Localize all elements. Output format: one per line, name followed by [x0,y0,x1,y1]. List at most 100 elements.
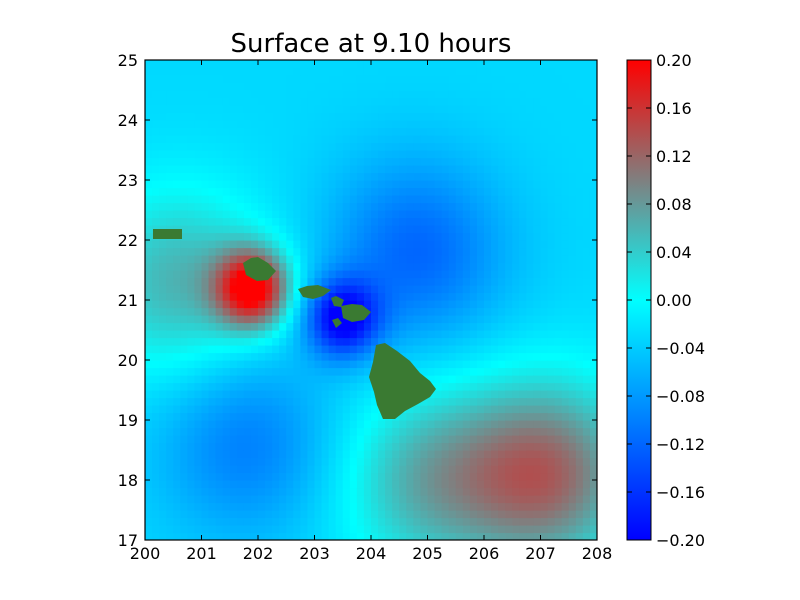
heatmap-cell [547,67,556,76]
heatmap-cell [498,412,506,421]
heatmap-cell [208,150,217,159]
heatmap-cell [413,412,422,421]
heatmap-cell [427,495,436,504]
heatmap-cell [554,322,563,331]
heatmap-cell [568,142,577,151]
heatmap-cell [427,322,436,331]
heatmap-cell [498,97,506,106]
heatmap-cell [215,450,224,459]
heatmap-cell [356,172,365,181]
heatmap-cell [547,90,556,99]
heatmap-cell [250,120,259,129]
heatmap-cell [582,285,591,294]
heatmap-cell [484,135,492,144]
heatmap-cell [392,180,400,189]
heatmap-cell [547,217,556,226]
heatmap-cell [286,262,294,271]
heatmap-cell [243,300,252,309]
heatmap-cell [371,240,379,249]
heatmap-cell [554,420,563,429]
heatmap-cell [378,472,386,481]
heatmap-cell [420,127,429,136]
heatmap-cell [201,67,210,76]
heatmap-cell [533,382,542,391]
heatmap-cell [307,420,316,429]
heatmap-cell [519,360,527,369]
heatmap-cell [145,442,153,451]
heatmap-cell [434,112,443,121]
heatmap-cell [286,165,294,174]
heatmap-cell [575,247,584,256]
heatmap-cell [152,525,160,534]
heatmap-cell [300,255,309,264]
heatmap-cell [378,90,386,99]
heatmap-cell [441,337,450,346]
heatmap-cell [265,285,273,294]
heatmap-cell [307,405,316,414]
heatmap-cell [469,262,478,271]
heatmap-cell [279,247,287,256]
heatmap-cell [201,367,210,376]
heatmap-cell [512,487,520,496]
heatmap-cell [385,330,393,339]
heatmap-cell [512,345,520,354]
heatmap-cell [356,120,365,129]
heatmap-cell [187,90,196,99]
heatmap-cell [462,202,471,211]
heatmap-cell [222,397,231,406]
heatmap-cell [201,390,210,399]
heatmap-cell [399,435,407,444]
heatmap-cell [236,382,245,391]
heatmap-cell [434,157,443,166]
heatmap-cell [180,172,188,181]
heatmap-cell [385,202,393,211]
heatmap-cell [378,112,386,121]
heatmap-cell [265,397,273,406]
heatmap-cell [582,345,591,354]
heatmap-cell [356,532,365,540]
heatmap-cell [392,105,400,114]
heatmap-cell [187,120,196,129]
heatmap-cell [554,345,563,354]
heatmap-cell [307,210,316,219]
heatmap-cell [540,450,549,459]
heatmap-cell [413,345,422,354]
heatmap-cell [243,315,252,324]
heatmap-cell [243,142,252,151]
heatmap-cell [378,217,386,226]
heatmap-cell [208,135,217,144]
heatmap-cell [540,315,549,324]
heatmap-cell [582,330,591,339]
heatmap-cell [222,412,231,421]
heatmap-cell [307,67,316,76]
heatmap-cell [187,172,196,181]
heatmap-cell [371,420,379,429]
heatmap-cell [222,525,231,534]
heatmap-cell [399,157,407,166]
heatmap-cell [194,465,203,474]
heatmap-cell [321,382,330,391]
heatmap-cell [194,157,203,166]
heatmap-cell [356,262,365,271]
heatmap-cell [476,247,485,256]
heatmap-cell [272,82,280,91]
heatmap-cell [265,247,273,256]
heatmap-cell [406,420,414,429]
heatmap-cell [455,247,464,256]
heatmap-cell [328,232,337,241]
heatmap-cell [385,495,393,504]
heatmap-cell [491,75,499,84]
heatmap-cell [215,172,224,181]
heatmap-cell [229,525,238,534]
heatmap-cell [356,367,365,376]
heatmap-cell [187,210,196,219]
heatmap-cell [314,352,323,361]
heatmap-cell [427,67,436,76]
heatmap-cell [265,187,273,196]
heatmap-cell [363,292,372,301]
heatmap-cell [180,390,188,399]
heatmap-cell [321,525,330,534]
heatmap-cell [568,330,577,339]
heatmap-cell [491,435,499,444]
heatmap-cell [180,247,188,256]
